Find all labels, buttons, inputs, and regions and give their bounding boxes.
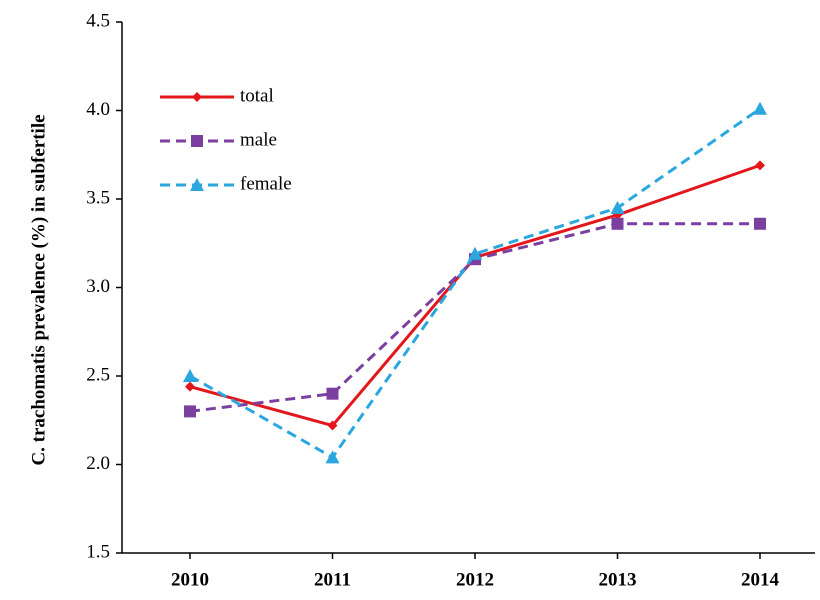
x-tick-label: 2014 [741,569,780,590]
x-tick-label: 2011 [314,569,351,590]
legend-marker [190,178,204,191]
x-tick-label: 2010 [171,569,209,590]
marker [185,381,195,392]
marker [326,387,339,400]
legend-label: male [240,129,277,150]
series-line [189,107,761,460]
marker [327,420,338,431]
legend-label: female [240,173,292,194]
legend-marker [192,92,202,102]
y-tick-label: 1.5 [86,541,110,562]
marker [754,217,766,230]
marker [610,200,625,214]
marker [611,217,624,230]
legend-label: total [240,85,274,106]
x-tick-label: 2012 [456,569,494,590]
y-tick-label: 2.0 [86,453,110,474]
y-tick-label: 4.5 [86,10,110,31]
y-tick-label: 4.0 [86,99,110,120]
y-tick-label: 2.5 [86,364,110,385]
marker [753,101,767,115]
x-tick-label: 2013 [599,569,637,590]
legend-marker [191,135,203,147]
y-tick-label: 3.0 [86,276,110,297]
y-axis-label: C. trachomatis prevalence (%) in subfert… [28,114,49,465]
marker [755,160,765,171]
y-tick-label: 3.5 [86,187,110,208]
marker [325,450,340,464]
marker [183,369,197,382]
marker [468,246,482,260]
marker [184,405,196,418]
series-line [189,163,761,428]
